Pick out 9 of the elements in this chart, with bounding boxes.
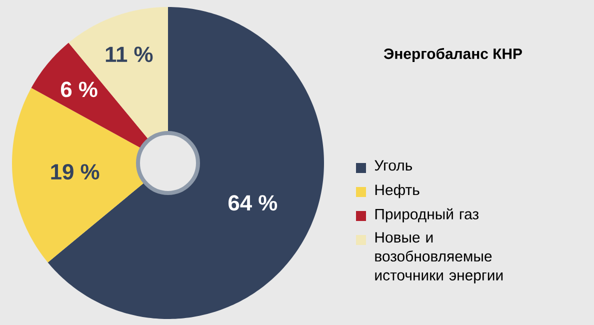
legend-label: Природный газ <box>375 208 479 222</box>
data-label: 11 % <box>106 46 153 62</box>
data-label: 6 % <box>60 82 98 98</box>
text: Энергобаланс КНР <box>384 48 522 62</box>
data-label: 19 % <box>51 164 100 180</box>
data-label: 64 % <box>228 195 278 211</box>
legend-label: Новые и возобновляемые источники энергии <box>375 232 503 284</box>
legend-label: Уголь <box>374 160 412 171</box>
legend-label: Нефть <box>375 184 420 198</box>
